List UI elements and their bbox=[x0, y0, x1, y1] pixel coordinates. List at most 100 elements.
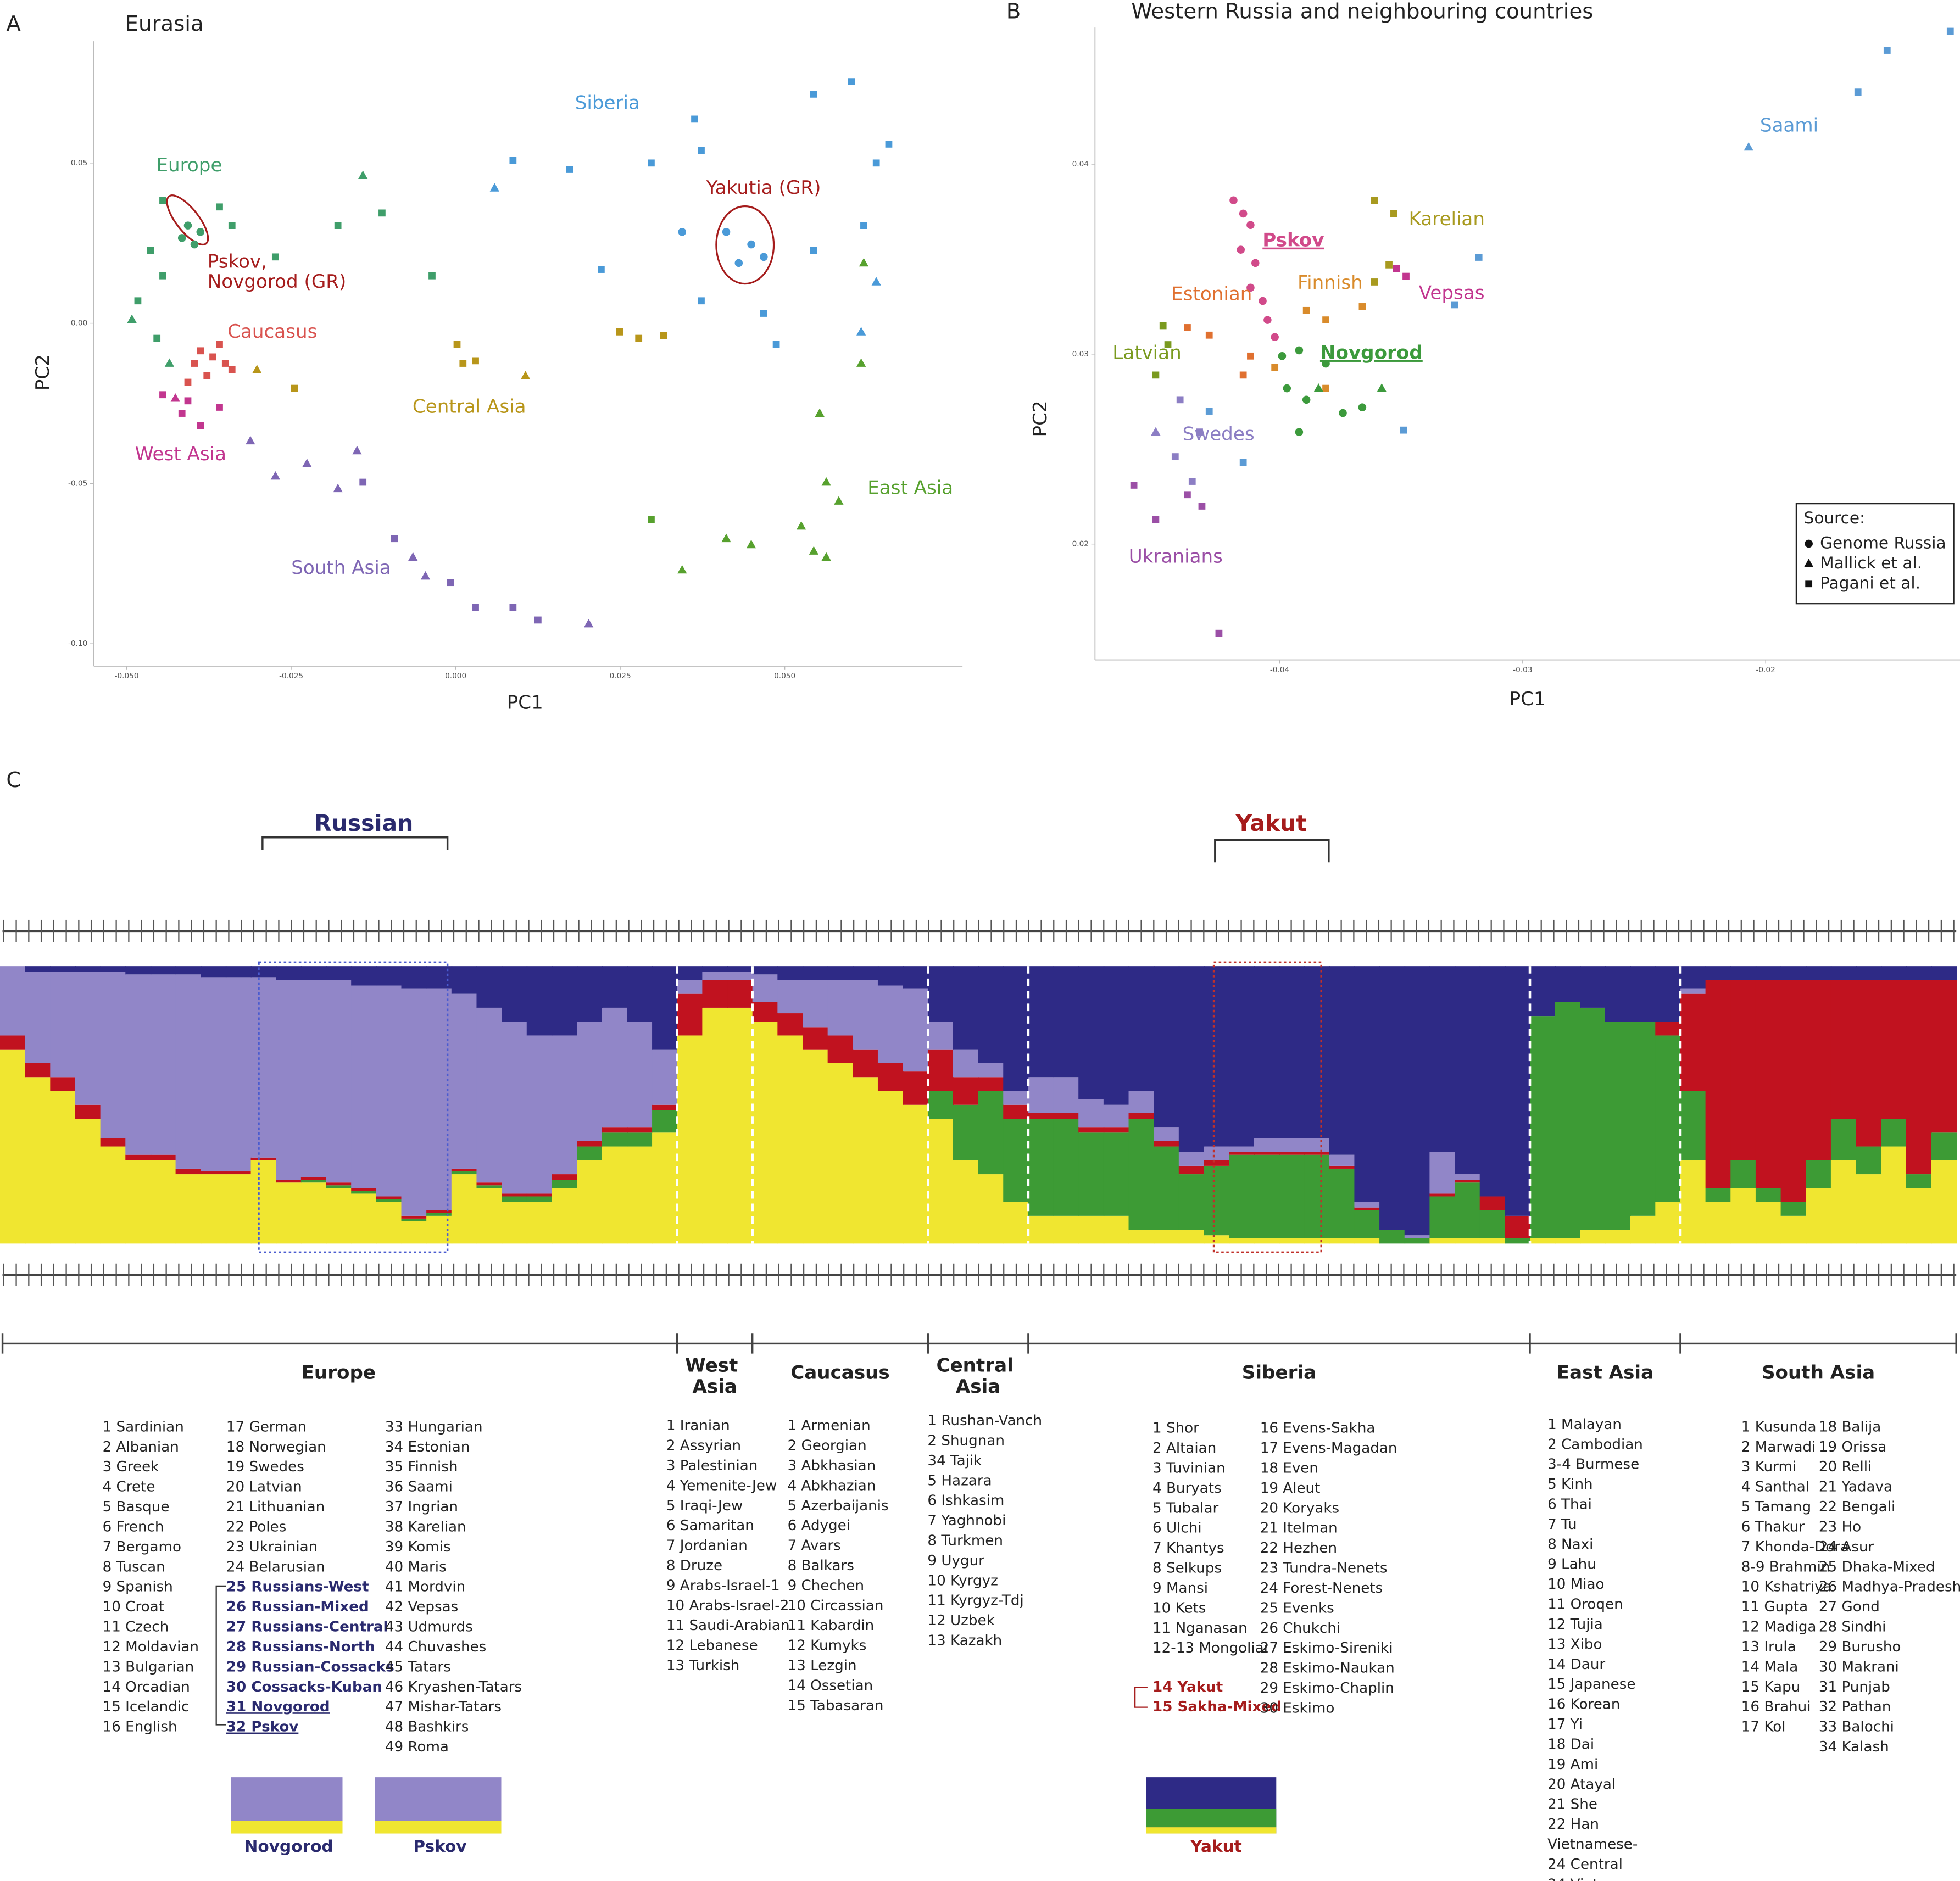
ellipse-gr-yakutia bbox=[715, 205, 775, 285]
point bbox=[271, 253, 279, 261]
population-label: 20 Latvian bbox=[226, 1479, 302, 1495]
segment bbox=[827, 966, 854, 980]
panel-letter: B bbox=[1006, 0, 1021, 24]
point bbox=[1451, 301, 1458, 309]
series-label: Estonian bbox=[1171, 283, 1252, 305]
point bbox=[190, 240, 199, 249]
series-label: Vepsas bbox=[1419, 282, 1485, 304]
population-label: 7 Tu bbox=[1547, 1516, 1577, 1533]
series-label: South Asia bbox=[291, 557, 391, 579]
segment bbox=[953, 1104, 979, 1160]
point bbox=[1271, 333, 1279, 342]
segment bbox=[552, 1035, 578, 1175]
point bbox=[583, 618, 594, 628]
point bbox=[228, 222, 236, 229]
population-label: 8 Naxi bbox=[1547, 1536, 1593, 1553]
population-label: 40 Maris bbox=[385, 1559, 447, 1575]
segment bbox=[201, 966, 227, 978]
population-label: 41 Mordvin bbox=[385, 1579, 465, 1595]
segment bbox=[1505, 1238, 1531, 1244]
segment bbox=[727, 980, 754, 1008]
point bbox=[1400, 426, 1407, 434]
population-label: 26 Madhya-Pradesh bbox=[1819, 1579, 1960, 1595]
point bbox=[1371, 278, 1378, 286]
point bbox=[352, 445, 362, 455]
population-label: 13 Bulgarian bbox=[103, 1659, 194, 1675]
point bbox=[203, 372, 211, 379]
point bbox=[859, 258, 869, 267]
segment bbox=[1304, 1152, 1330, 1155]
segment bbox=[175, 974, 202, 1169]
segment bbox=[652, 1104, 678, 1110]
segment bbox=[75, 972, 101, 1105]
population-label: 13 Turkish bbox=[666, 1657, 740, 1674]
segment bbox=[1229, 1154, 1255, 1238]
segment bbox=[1103, 1104, 1129, 1128]
point bbox=[871, 277, 881, 286]
point bbox=[1283, 384, 1291, 393]
point bbox=[648, 516, 655, 523]
segment bbox=[326, 1185, 352, 1188]
population-label: 6 French bbox=[103, 1519, 164, 1535]
population-label: 29 Eskimo-Chaplin bbox=[1260, 1680, 1394, 1696]
y-tick-label: 0.00 bbox=[71, 319, 87, 328]
population-label: 8 Balkars bbox=[788, 1558, 854, 1574]
segment bbox=[1881, 980, 1907, 1119]
segment bbox=[476, 1188, 503, 1244]
point bbox=[459, 360, 467, 367]
population-label: 12 Uzbek bbox=[927, 1612, 995, 1629]
x-tick-label: 0.000 bbox=[445, 672, 466, 680]
population-label: 3-4 Burmese bbox=[1547, 1456, 1639, 1473]
segment bbox=[1806, 1160, 1832, 1188]
point bbox=[246, 436, 255, 445]
population-label: 30 Makrani bbox=[1819, 1659, 1899, 1675]
population-label: 15 Kapu bbox=[1741, 1679, 1800, 1695]
population-label: 33 Balochi bbox=[1819, 1719, 1894, 1735]
segment bbox=[300, 1180, 327, 1183]
segment bbox=[702, 980, 728, 1008]
population-label: 21 Yadava bbox=[1819, 1479, 1892, 1495]
y-axis-label: PC2 bbox=[1029, 400, 1051, 437]
segment bbox=[150, 974, 176, 1155]
population-label: 4 Santhal bbox=[1741, 1479, 1809, 1495]
point bbox=[378, 209, 386, 217]
segment bbox=[1555, 966, 1581, 1002]
point bbox=[1239, 459, 1247, 466]
segment bbox=[300, 1177, 327, 1180]
segment bbox=[326, 966, 352, 980]
segment bbox=[1279, 1154, 1305, 1238]
population-label: 24 Central bbox=[1547, 1856, 1623, 1873]
segment bbox=[777, 1035, 804, 1244]
point bbox=[420, 571, 431, 580]
segment bbox=[1429, 966, 1456, 1152]
point bbox=[1188, 478, 1196, 485]
point bbox=[796, 521, 806, 530]
point bbox=[1883, 47, 1891, 54]
segment bbox=[1479, 1196, 1506, 1210]
bracket-label: Yakut bbox=[1235, 810, 1306, 836]
segment bbox=[1755, 980, 1781, 1188]
segment bbox=[1053, 966, 1079, 1078]
panel-letter: A bbox=[6, 12, 21, 36]
population-label: 1 Shor bbox=[1152, 1420, 1199, 1437]
segment bbox=[1881, 966, 1907, 980]
population-label: 13 Xibo bbox=[1547, 1636, 1602, 1653]
segment bbox=[175, 1174, 202, 1244]
point bbox=[1184, 491, 1191, 499]
population-label: 18 Norwegian bbox=[226, 1439, 326, 1455]
segment bbox=[1755, 1202, 1781, 1244]
point bbox=[1171, 453, 1179, 460]
segment bbox=[903, 988, 929, 1072]
point bbox=[178, 410, 186, 417]
point bbox=[721, 533, 731, 543]
population-label: 33 Hungarian bbox=[385, 1419, 483, 1435]
population-label: 11 Nganasan bbox=[1152, 1620, 1248, 1637]
segment bbox=[552, 966, 578, 1036]
segment bbox=[276, 980, 302, 1180]
point bbox=[1358, 403, 1367, 411]
population-label: 14 Ossetian bbox=[788, 1677, 873, 1694]
population-label: 10 Kyrgyz bbox=[927, 1572, 998, 1589]
segment bbox=[1078, 1132, 1105, 1216]
segment bbox=[1178, 1230, 1205, 1244]
segment bbox=[1078, 966, 1105, 1099]
